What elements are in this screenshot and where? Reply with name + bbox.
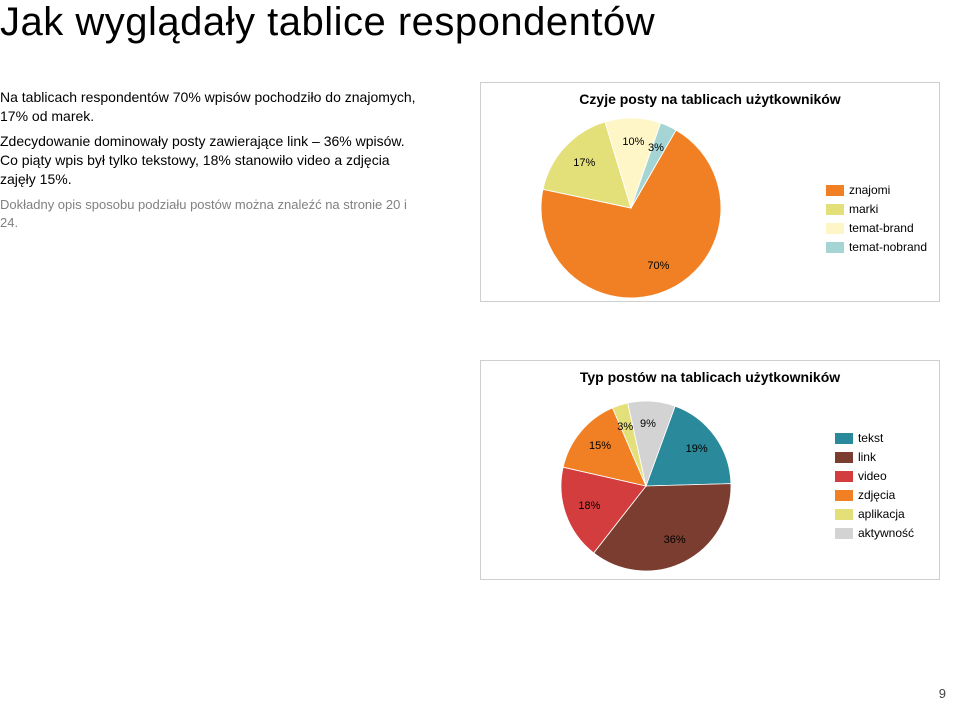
swatch [835, 452, 853, 463]
legend-label: znajomi [849, 183, 890, 197]
pie-slice-label: 9% [640, 418, 656, 430]
pie-slice-label: 10% [622, 136, 644, 148]
chart-2-box: Typ postów na tablicach użytkowników 19%… [480, 360, 940, 580]
chart-2-title: Typ postów na tablicach użytkowników [481, 361, 939, 385]
chart-1-title: Czyje posty na tablicach użytkowników [481, 83, 939, 107]
pie-slice-label: 18% [578, 500, 600, 512]
paragraph-1: Na tablicach respondentów 70% wpisów poc… [0, 88, 420, 126]
legend-label: temat-brand [849, 221, 914, 235]
legend-item: temat-brand [826, 221, 927, 235]
legend-label: zdjęcia [858, 488, 895, 502]
swatch [826, 242, 844, 253]
pie-slice-label: 36% [664, 534, 686, 546]
legend-item: temat-nobrand [826, 240, 927, 254]
swatch [826, 185, 844, 196]
chart-1-legend: znajomi marki temat-brand temat-nobrand [826, 183, 927, 259]
chart-1-box: Czyje posty na tablicach użytkowników 70… [480, 82, 940, 302]
swatch [835, 471, 853, 482]
swatch [835, 509, 853, 520]
legend-item: zdjęcia [835, 488, 914, 502]
legend-label: tekst [858, 431, 883, 445]
legend-item: znajomi [826, 183, 927, 197]
swatch [826, 204, 844, 215]
legend-item: aktywność [835, 526, 914, 540]
page-number: 9 [939, 686, 946, 701]
legend-item: marki [826, 202, 927, 216]
swatch [826, 223, 844, 234]
pie-slice-label: 19% [686, 443, 708, 455]
legend-item: aplikacja [835, 507, 914, 521]
legend-item: video [835, 469, 914, 483]
legend-label: link [858, 450, 876, 464]
swatch [835, 528, 853, 539]
pie-slice-label: 3% [648, 142, 664, 154]
legend-item: tekst [835, 431, 914, 445]
legend-label: video [858, 469, 887, 483]
pie-slice-label: 70% [647, 260, 669, 272]
paragraph-3: Dokładny opis sposobu podziału postów mo… [0, 196, 420, 231]
legend-item: link [835, 450, 914, 464]
page-title: Jak wyglądały tablice respondentów [0, 0, 655, 45]
legend-label: marki [849, 202, 878, 216]
swatch [835, 490, 853, 501]
legend-label: aktywność [858, 526, 914, 540]
pie-slice-label: 17% [573, 157, 595, 169]
swatch [835, 433, 853, 444]
chart-2-legend: tekst link video zdjęcia aplikacja aktyw… [835, 431, 914, 545]
pie-slice-label: 3% [617, 421, 633, 433]
legend-label: aplikacja [858, 507, 905, 521]
pie-slice-label: 15% [589, 440, 611, 452]
paragraph-2: Zdecydowanie dominowały posty zawierając… [0, 132, 420, 189]
legend-label: temat-nobrand [849, 240, 927, 254]
